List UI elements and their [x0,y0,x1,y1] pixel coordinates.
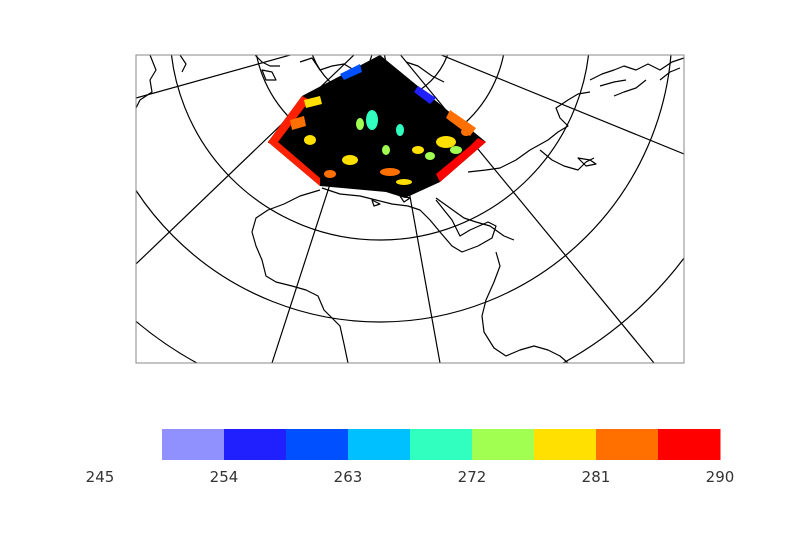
colorbar-swatch [410,429,473,460]
colorbar-swatch [224,429,287,460]
data-swath [268,55,486,198]
colorbar-tick-label: 245 [86,468,115,486]
parallel-30 [136,55,672,323]
colorbar-tick-label: 272 [458,468,487,486]
colorbar-tick-label: 254 [210,468,239,486]
meridian-5 [399,55,655,363]
colorbar-swatch [348,429,411,460]
colorbar-tick-label: 281 [582,468,611,486]
map-border [135,54,685,364]
colorbar-swatch [472,429,535,460]
colorbar-tick-labels: 245 254 263 272 281 290 [86,468,735,486]
colorbar-swatches [162,429,721,460]
colorbar-tick-label: 290 [706,468,735,486]
parallel-45 [170,55,590,241]
colorbar-swatch [534,429,597,460]
colorbar-tick-label: 263 [334,468,363,486]
colorbar-swatch [596,429,659,460]
meridian-6 [439,55,684,155]
colorbar-swatch [162,429,225,460]
meridian-1 [136,55,293,99]
colorbar-swatch [286,429,349,460]
meridian-2 [136,55,355,265]
colorbar-swatch [658,429,721,460]
